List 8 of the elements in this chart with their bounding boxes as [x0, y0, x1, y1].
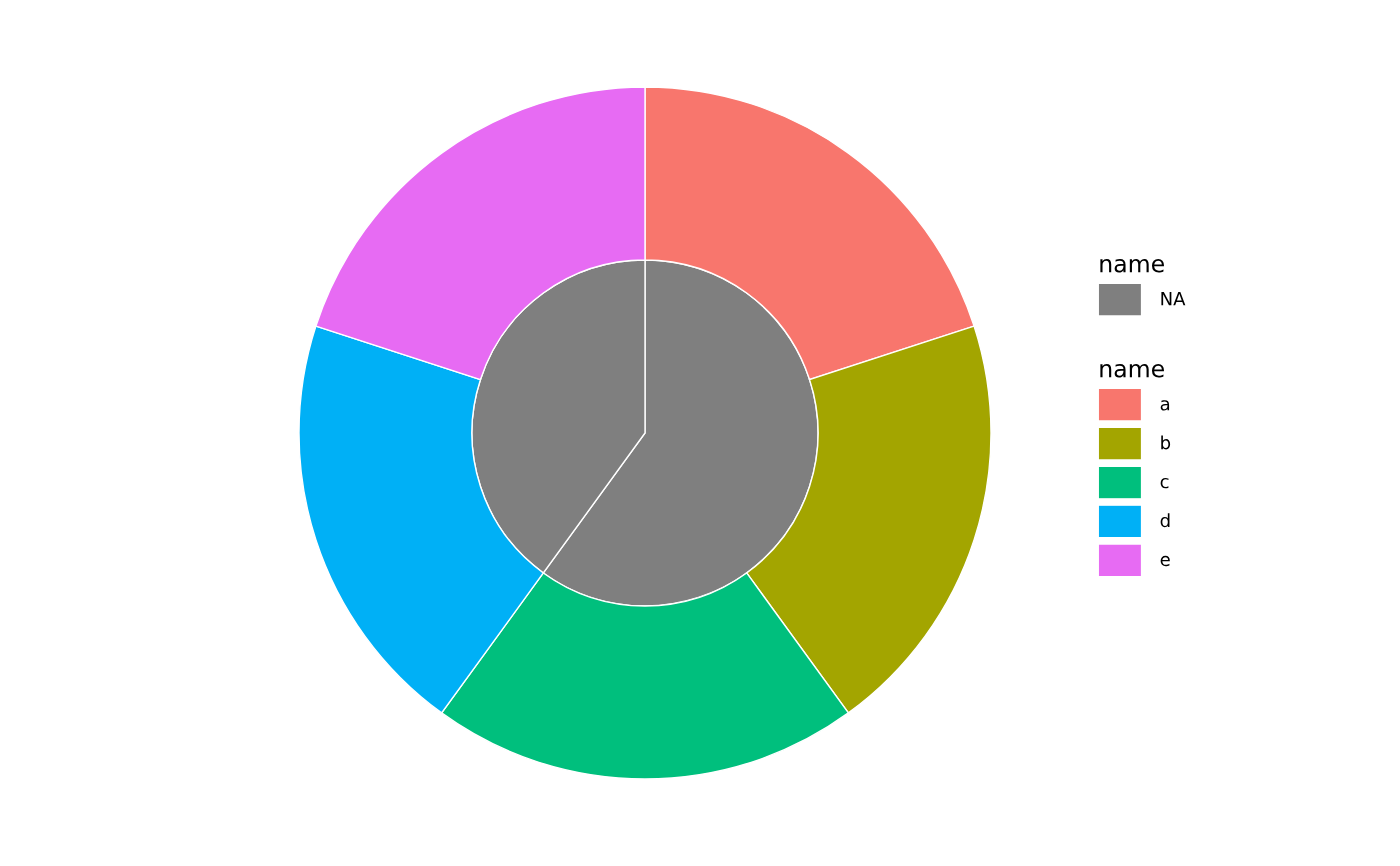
legend-label: e [1160, 555, 1170, 567]
legend-label: c [1160, 477, 1169, 489]
text: name [1100, 363, 1164, 378]
legend-label: b [1161, 435, 1171, 450]
legend-title: name [1100, 258, 1164, 273]
legend-label: d [1160, 513, 1170, 528]
legend-label: a [1160, 400, 1170, 411]
legend-label: NA [1161, 292, 1186, 306]
